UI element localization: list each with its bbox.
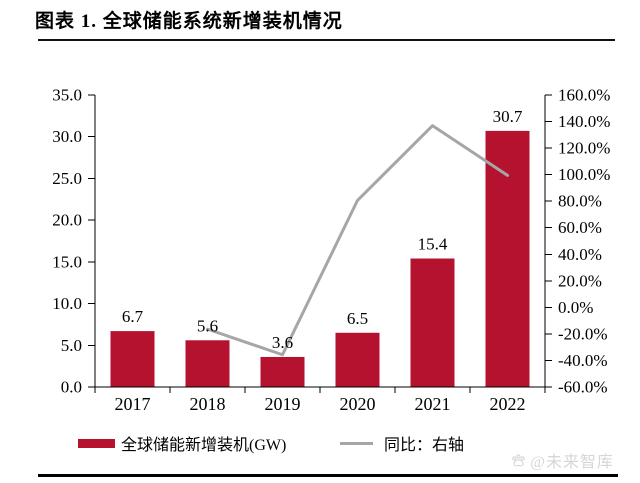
x-axis-label-2019: 2019 xyxy=(265,394,301,414)
bar-value-label: 6.5 xyxy=(347,309,368,328)
x-axis-label-2022: 2022 xyxy=(490,394,526,414)
bar-2019 xyxy=(260,356,305,387)
bar-value-label: 6.7 xyxy=(122,307,144,326)
left-axis-tick-label: 15.0 xyxy=(52,252,82,271)
left-axis-tick-label: 30.0 xyxy=(52,127,82,146)
right-axis-tick-label: 80.0% xyxy=(558,192,602,211)
line-legend-label: 同比：右轴 xyxy=(384,437,465,454)
watermark: @未来智库 xyxy=(510,448,614,472)
bar-value-label: 5.6 xyxy=(197,316,218,335)
right-axis-tick-label: 100.0% xyxy=(558,165,610,184)
x-axis-label-2020: 2020 xyxy=(340,394,376,414)
left-axis-tick-label: 25.0 xyxy=(52,169,82,188)
right-axis-tick-label: 60.0% xyxy=(558,218,602,237)
yoy-line xyxy=(206,124,509,357)
figure-title: 图表 1. 全球储能系统新增装机情况 xyxy=(35,11,343,32)
chart-canvas: 6.7 5.6 3.6 6.5 15.4 30.7 35.0 30.0 25.0 20.0 15.0… xyxy=(52,86,610,415)
bar-2022 xyxy=(485,130,530,388)
right-axis-tick-label: 160.0% xyxy=(558,86,610,105)
right-axis-tick-label: 0.0% xyxy=(558,298,593,317)
bottom-divider xyxy=(38,474,618,477)
right-axis-tick-label: 40.0% xyxy=(558,245,602,264)
title-divider xyxy=(38,39,615,41)
left-axis-tick-label: 10.0 xyxy=(52,294,82,313)
bar-value-label: 3.6 xyxy=(272,333,293,352)
watermark-text: @未来智库 xyxy=(530,454,614,471)
right-axis-tick-label: 140.0% xyxy=(558,112,610,131)
paw-icon xyxy=(512,454,526,466)
x-axis-label-2018: 2018 xyxy=(190,394,226,414)
right-axis-tick-label: 120.0% xyxy=(558,139,610,158)
right-axis-tick-label: 20.0% xyxy=(558,271,602,290)
right-axis-tick-label: -40.0% xyxy=(558,351,608,370)
bar-legend-label: 全球储能新增装机(GW) xyxy=(121,437,287,454)
left-axis-tick-label: 20.0 xyxy=(52,211,82,230)
bar-value-label: 15.4 xyxy=(418,235,448,254)
line-legend-swatch xyxy=(340,442,373,445)
right-axis-tick-label: -60.0% xyxy=(558,378,608,397)
left-axis-tick-label: 5.0 xyxy=(61,336,82,355)
bar-legend-swatch xyxy=(78,439,115,448)
left-axis-tick-label: 35.0 xyxy=(52,86,82,105)
bar-2018 xyxy=(185,340,230,387)
left-axis-tick-label: 0.0 xyxy=(61,378,82,397)
bar-2017 xyxy=(110,331,155,387)
bar-2021 xyxy=(410,258,455,387)
bar-2020 xyxy=(335,332,380,387)
x-axis-label-2021: 2021 xyxy=(415,394,451,414)
right-axis-tick-label: -20.0% xyxy=(558,324,608,343)
x-axis-label-2017: 2017 xyxy=(115,394,151,414)
bar-value-label: 30.7 xyxy=(493,107,523,126)
